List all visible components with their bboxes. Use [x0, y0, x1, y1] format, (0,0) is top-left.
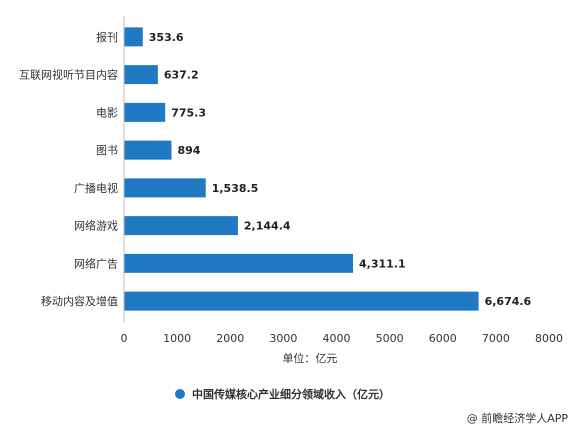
category-label: 广播电视: [74, 181, 118, 195]
x-tick-labels: 0 1000 2000 3000 4000 5000 6000 7000 8000: [121, 332, 564, 345]
bar: [124, 216, 238, 236]
legend-label: 中国传媒核心产业细分领域收入（亿元）: [192, 387, 390, 401]
data-label: 6,674.6: [485, 295, 532, 308]
data-label: 1,538.5: [212, 182, 259, 195]
category-label: 图书: [96, 144, 118, 157]
data-label: 2,144.4: [244, 220, 291, 233]
data-label: 637.2: [164, 69, 199, 82]
data-label: 894: [177, 144, 200, 157]
bar: [124, 140, 172, 160]
bar: [124, 253, 354, 273]
bar: [124, 291, 479, 311]
x-tick-label: 7000: [482, 332, 510, 345]
category-label: 互联网视听节目内容: [19, 68, 118, 82]
x-tick-label: 2000: [216, 332, 244, 345]
category-label: 报刊: [96, 30, 118, 44]
category-label: 网络游戏: [74, 219, 118, 233]
x-tick-label: 3000: [269, 332, 297, 345]
x-tick-label: 1000: [163, 332, 191, 345]
x-tick-label: 6000: [429, 332, 457, 345]
data-label: 353.6: [149, 31, 184, 44]
data-label: 775.3: [171, 106, 206, 119]
x-tick-label: 0: [121, 332, 128, 345]
x-tick-label: 5000: [376, 332, 404, 345]
category-label: 网络广告: [74, 256, 118, 270]
legend-swatch: [175, 389, 185, 399]
category-label: 电影: [96, 106, 118, 119]
data-label: 4,311.1: [359, 257, 406, 270]
bar: [124, 27, 143, 47]
source-credit: @ 前瞻经济学人APP: [467, 411, 569, 425]
bar: [124, 178, 206, 198]
bars-group: [124, 27, 479, 311]
x-tick-label: 8000: [535, 332, 563, 345]
bar: [124, 65, 158, 85]
value-labels: 353.6 637.2 775.3 894 1,538.5 2,144.4 4,311.1 6…: [149, 31, 532, 308]
x-tick-label: 4000: [323, 332, 351, 345]
legend: 中国传媒核心产业细分领域收入（亿元）: [175, 387, 390, 401]
category-label: 移动内容及增值: [41, 294, 118, 308]
bar: [124, 102, 166, 122]
x-axis-title: 单位：亿元: [282, 351, 337, 365]
